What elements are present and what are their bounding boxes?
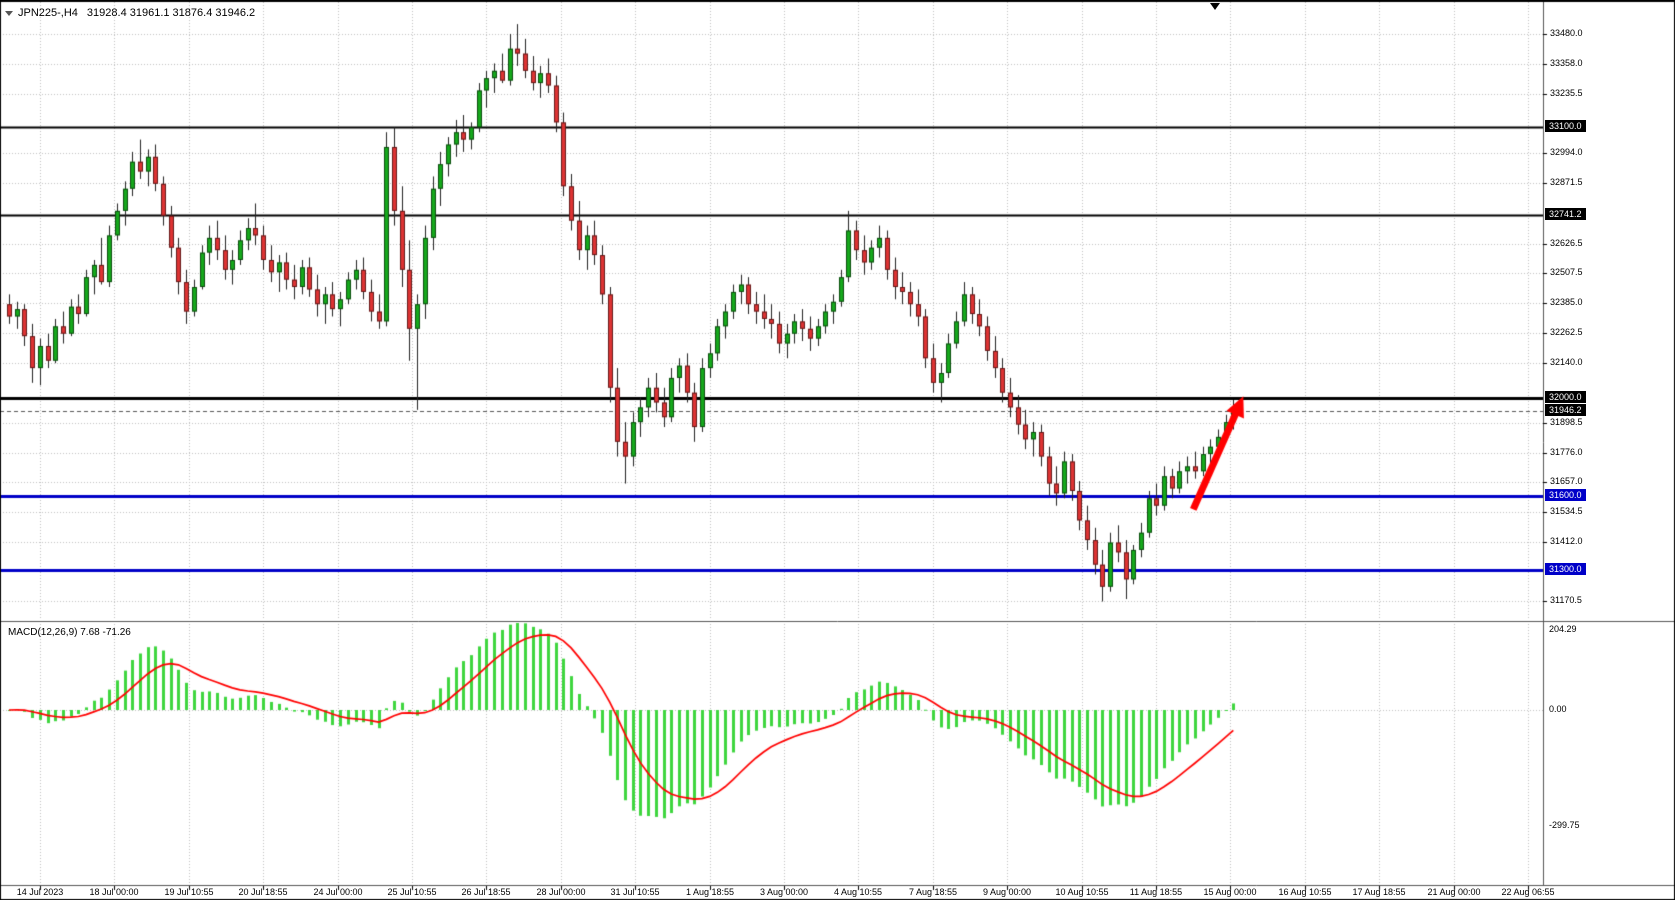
price-axis-label: 33358.0 <box>1550 58 1583 68</box>
time-axis-label: 16 Aug 10:55 <box>1278 887 1332 897</box>
chart-ohlc-readout: JPN225-,H4 31928.4 31961.1 31876.4 31946… <box>5 7 255 19</box>
ohlc-values: 31928.4 31961.1 31876.4 31946.2 <box>86 7 256 19</box>
price-level-tag[interactable]: 32000.0 <box>1545 391 1586 403</box>
time-axis-label: 17 Aug 18:55 <box>1352 887 1406 897</box>
macd-axis-label-min: -299.75 <box>1549 820 1580 830</box>
time-axis[interactable]: 14 Jul 2023 18 Jul 00:00 19 Jul 10:55 20 Ju… <box>0 887 1555 900</box>
price-axis-label: 32385.0 <box>1550 297 1583 307</box>
time-axis-label: 1 Aug 18:55 <box>685 887 735 897</box>
time-axis-label: 25 Jul 10:55 <box>387 887 437 897</box>
time-axis-label: 18 Jul 00:00 <box>89 887 139 897</box>
price-level-tag[interactable]: 31600.0 <box>1545 489 1586 501</box>
price-axis-label: 31898.5 <box>1550 417 1583 427</box>
price-axis-label: 32507.5 <box>1550 267 1583 277</box>
price-axis-label: 33480.0 <box>1550 28 1583 38</box>
time-axis-label: 19 Jul 10:55 <box>164 887 214 897</box>
macd-axis-label-zero: 0.00 <box>1549 704 1567 714</box>
time-axis-label: 31 Jul 10:55 <box>610 887 660 897</box>
macd-indicator-label: MACD(12,26,9) 7.68 -71.26 <box>8 627 131 638</box>
price-axis-label: 32626.5 <box>1550 238 1583 248</box>
price-axis-label: 31534.5 <box>1550 506 1583 516</box>
time-axis-label: 4 Aug 10:55 <box>833 887 883 897</box>
price-level-tag[interactable]: 32741.2 <box>1545 208 1586 220</box>
time-axis-label: 22 Aug 06:55 <box>1501 887 1555 897</box>
price-axis-label: 31170.5 <box>1550 595 1582 605</box>
price-level-tag[interactable]: 33100.0 <box>1545 120 1586 132</box>
price-axis-label: 32994.0 <box>1550 147 1583 157</box>
time-axis-label: 24 Jul 00:00 <box>313 887 363 897</box>
price-level-tag[interactable]: 31300.0 <box>1545 563 1586 575</box>
price-axis[interactable]: 33480.0 33358.0 33235.5 32994.0 32871.5 32626… <box>1544 0 1674 884</box>
macd-axis-label-max: 204.29 <box>1549 624 1577 634</box>
time-axis-label: 3 Aug 00:00 <box>759 887 809 897</box>
price-axis-label: 32871.5 <box>1550 177 1583 187</box>
time-axis-label: 10 Aug 10:55 <box>1055 887 1109 897</box>
time-axis-label: 21 Aug 00:00 <box>1427 887 1481 897</box>
chart-shift-marker-icon[interactable] <box>1210 3 1220 10</box>
price-axis-label: 31776.0 <box>1550 447 1583 457</box>
time-axis-label: 7 Aug 18:55 <box>908 887 958 897</box>
time-axis-label: 26 Jul 18:55 <box>461 887 511 897</box>
price-axis-label: 32262.5 <box>1550 327 1583 337</box>
time-axis-label: 14 Jul 2023 <box>16 887 64 897</box>
symbol-period-label: JPN225-,H4 <box>18 7 78 19</box>
price-axis-label: 33235.5 <box>1550 88 1583 98</box>
time-axis-label: 9 Aug 00:00 <box>982 887 1032 897</box>
price-axis-label: 31657.0 <box>1550 476 1583 486</box>
current-price-tag: 31946.2 <box>1545 404 1586 416</box>
symbol-dropdown-icon[interactable] <box>5 10 13 16</box>
price-axis-label: 32140.0 <box>1550 357 1583 367</box>
time-axis-label: 28 Jul 00:00 <box>536 887 586 897</box>
price-axis-label: 31412.0 <box>1550 536 1583 546</box>
time-axis-label: 11 Aug 18:55 <box>1129 887 1183 897</box>
time-axis-label: 15 Aug 00:00 <box>1203 887 1257 897</box>
time-axis-label: 20 Jul 18:55 <box>238 887 288 897</box>
